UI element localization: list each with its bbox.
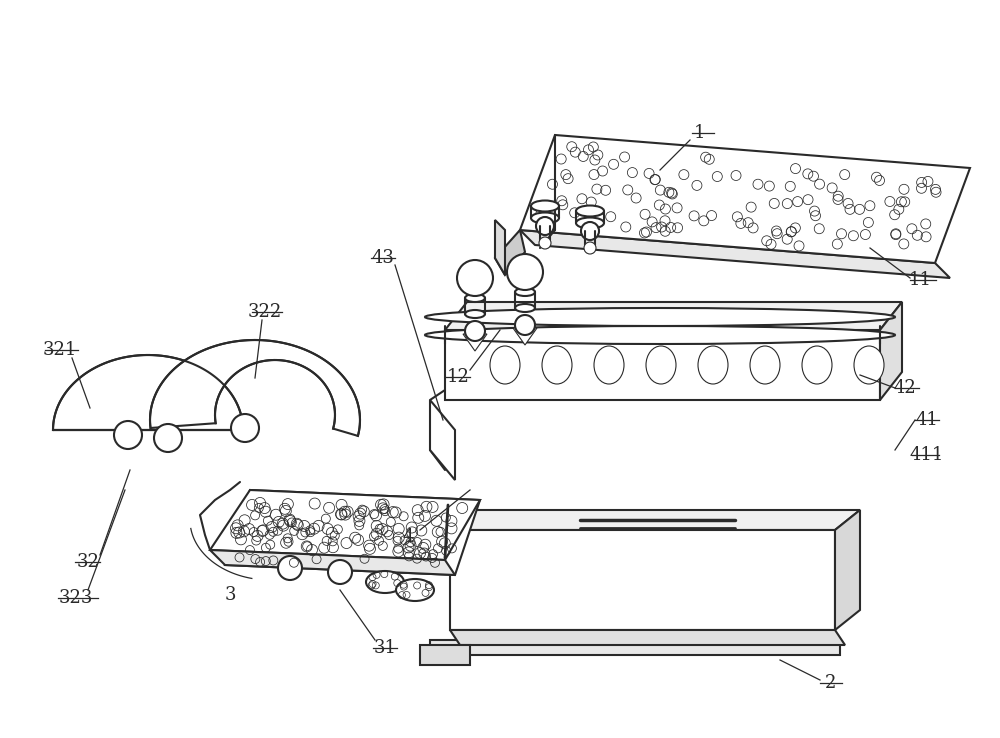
Polygon shape	[225, 490, 480, 575]
Polygon shape	[520, 230, 950, 278]
Polygon shape	[450, 510, 860, 530]
Circle shape	[328, 560, 352, 584]
Text: 42: 42	[894, 379, 916, 397]
Circle shape	[465, 321, 485, 341]
Ellipse shape	[698, 346, 728, 384]
Text: 323: 323	[59, 589, 93, 607]
Ellipse shape	[802, 346, 832, 384]
Circle shape	[231, 414, 259, 442]
Text: 411: 411	[910, 446, 944, 464]
Text: 32: 32	[77, 553, 99, 571]
Circle shape	[584, 242, 596, 254]
Polygon shape	[430, 640, 840, 655]
Ellipse shape	[515, 288, 535, 296]
Text: 31: 31	[374, 639, 397, 657]
Ellipse shape	[490, 346, 520, 384]
Text: 3: 3	[224, 586, 236, 604]
Circle shape	[114, 421, 142, 449]
Polygon shape	[210, 550, 455, 575]
Text: 4: 4	[402, 528, 414, 546]
Ellipse shape	[542, 346, 572, 384]
Polygon shape	[445, 302, 902, 330]
Polygon shape	[53, 355, 243, 430]
Ellipse shape	[465, 310, 485, 318]
Circle shape	[154, 424, 182, 452]
Polygon shape	[495, 220, 505, 275]
Circle shape	[536, 217, 554, 235]
Ellipse shape	[425, 308, 895, 326]
Circle shape	[278, 556, 302, 580]
Ellipse shape	[531, 201, 559, 212]
Ellipse shape	[515, 304, 535, 312]
Polygon shape	[463, 334, 487, 351]
Text: 321: 321	[43, 341, 77, 359]
Circle shape	[515, 315, 535, 335]
Ellipse shape	[576, 218, 604, 229]
Ellipse shape	[425, 326, 895, 344]
Polygon shape	[430, 400, 455, 480]
Polygon shape	[150, 340, 360, 436]
Polygon shape	[495, 230, 525, 275]
Text: 322: 322	[248, 303, 282, 321]
Text: 43: 43	[372, 249, 394, 267]
Text: 12: 12	[447, 368, 469, 386]
Circle shape	[507, 254, 543, 290]
Text: 41: 41	[916, 411, 938, 429]
Polygon shape	[420, 645, 470, 665]
Ellipse shape	[465, 294, 485, 302]
Text: 1: 1	[694, 124, 706, 142]
Polygon shape	[210, 490, 480, 560]
Ellipse shape	[396, 579, 434, 601]
Ellipse shape	[594, 346, 624, 384]
Ellipse shape	[750, 346, 780, 384]
Ellipse shape	[531, 213, 559, 224]
Circle shape	[581, 222, 599, 240]
Text: 2: 2	[824, 674, 836, 692]
Ellipse shape	[646, 346, 676, 384]
Polygon shape	[450, 630, 845, 645]
Polygon shape	[513, 328, 537, 345]
Polygon shape	[445, 330, 880, 400]
Polygon shape	[450, 530, 835, 630]
Circle shape	[457, 260, 493, 296]
Ellipse shape	[576, 205, 604, 216]
Text: 11: 11	[908, 271, 932, 289]
Circle shape	[539, 237, 551, 249]
Ellipse shape	[366, 571, 404, 593]
Polygon shape	[835, 510, 860, 630]
Ellipse shape	[854, 346, 884, 384]
Polygon shape	[520, 135, 970, 263]
Polygon shape	[880, 302, 902, 400]
